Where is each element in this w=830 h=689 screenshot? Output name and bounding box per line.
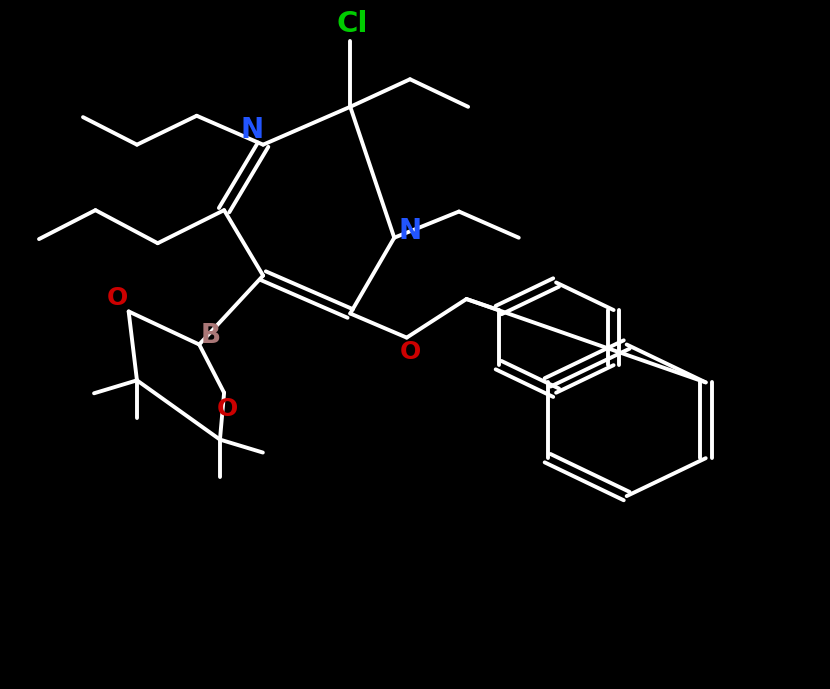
Text: O: O bbox=[399, 340, 421, 364]
Text: Cl: Cl bbox=[336, 10, 368, 38]
Text: N: N bbox=[241, 116, 264, 144]
Text: O: O bbox=[107, 286, 129, 309]
Text: B: B bbox=[201, 323, 221, 349]
Text: N: N bbox=[398, 217, 422, 245]
Text: O: O bbox=[217, 397, 238, 420]
